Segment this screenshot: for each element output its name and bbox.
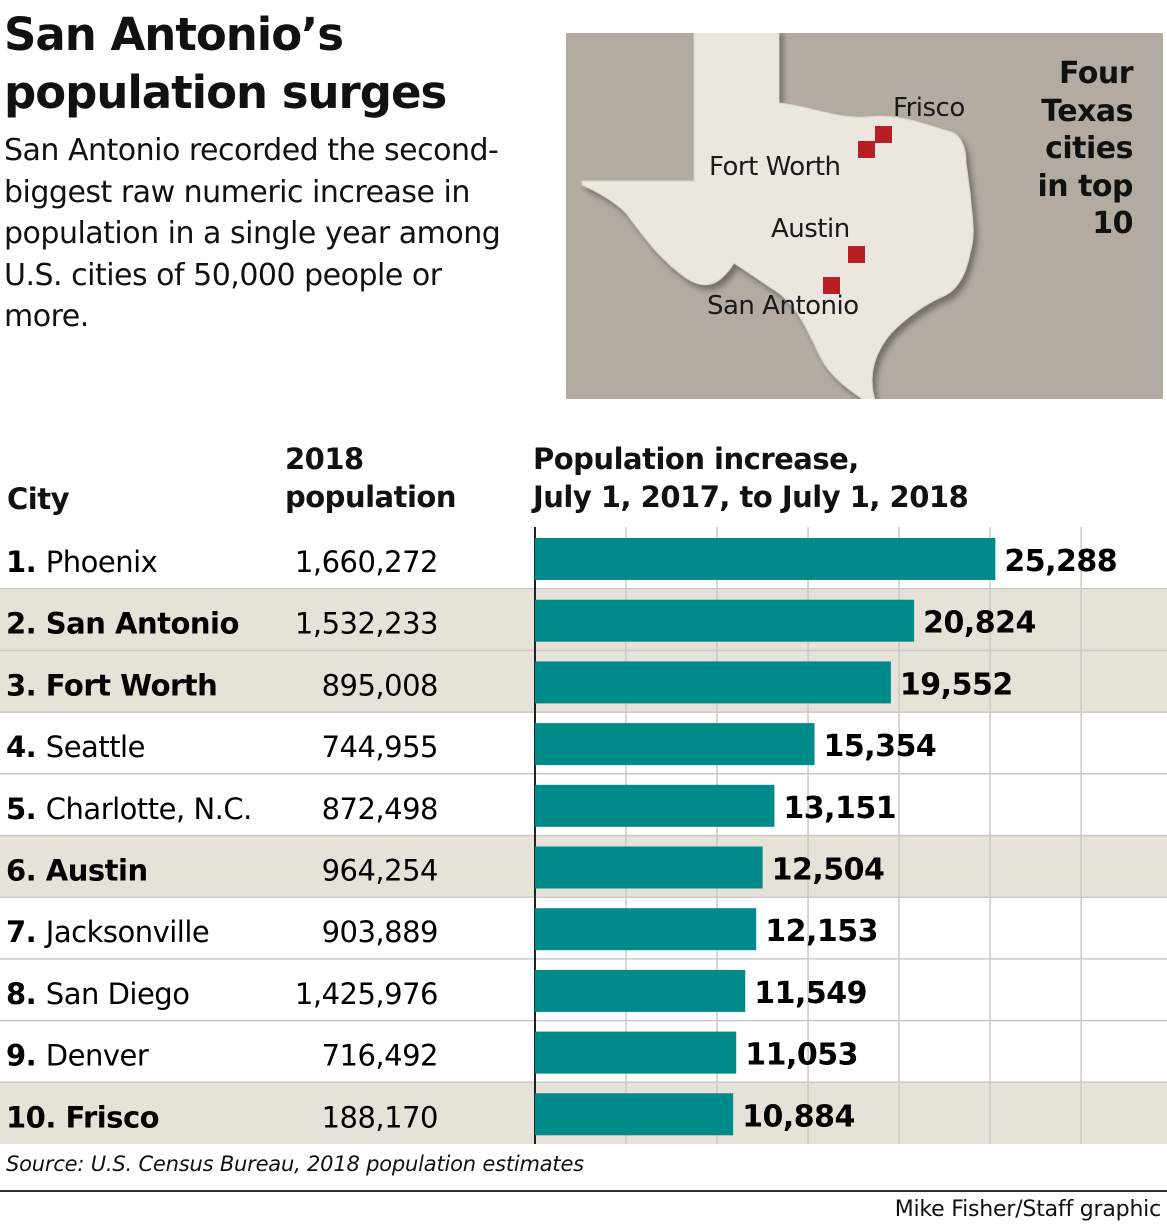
chart-title: San Antonio’s population surges xyxy=(4,6,447,122)
bar-value-label: 19,552 xyxy=(900,667,1013,702)
source-note: Source: U.S. Census Bureau, 2018 populat… xyxy=(6,1152,584,1176)
city-label: 8. San Diego xyxy=(6,977,189,1011)
caption-line: Four xyxy=(1058,56,1134,91)
bar-value-label: 15,354 xyxy=(824,729,937,764)
city-name: Seattle xyxy=(46,730,145,764)
fort-worth-label: Fort Worth xyxy=(709,152,841,182)
population-value: 872,498 xyxy=(322,792,438,826)
city-rank: 9. xyxy=(6,1039,46,1073)
city-label: 4. Seattle xyxy=(6,730,145,764)
bar-value-label: 10,884 xyxy=(742,1099,855,1134)
caption-line: cities xyxy=(1045,131,1133,166)
austin-label: Austin xyxy=(771,214,850,244)
footer-divider xyxy=(0,1190,1167,1192)
frisco-label: Frisco xyxy=(893,93,965,123)
san-antonio-label: San Antonio xyxy=(707,291,859,321)
city-label: 5. Charlotte, N.C. xyxy=(6,792,252,826)
city-label: 10. Frisco xyxy=(6,1100,159,1134)
title-line-2: population surges xyxy=(4,66,447,119)
bar xyxy=(535,1031,737,1074)
bar-value-label: 11,053 xyxy=(745,1038,858,1073)
population-value: 1,532,233 xyxy=(295,607,438,641)
austin-marker xyxy=(848,246,865,263)
population-value: 188,170 xyxy=(322,1100,438,1134)
population-column-header: 2018 population xyxy=(285,440,456,516)
bar-value-label: 13,151 xyxy=(783,791,896,826)
population-value: 1,660,272 xyxy=(295,545,438,579)
bar-value-label: 20,824 xyxy=(923,606,1036,641)
city-rank: 5. xyxy=(6,792,46,826)
population-value: 903,889 xyxy=(322,915,438,949)
caption-line: 10 xyxy=(1092,206,1133,241)
city-column-header: City xyxy=(7,482,70,516)
city-name: Austin xyxy=(46,854,148,888)
population-increase-chart: 25,288 1. Phoenix 1,660,272 20,824 2. San An… xyxy=(0,527,1167,1144)
city-label: 7. Jacksonville xyxy=(6,915,209,949)
population-header-line-1: 2018 xyxy=(285,442,364,476)
bar xyxy=(535,908,757,951)
bar-value-label: 12,504 xyxy=(772,853,885,888)
bar xyxy=(535,599,915,642)
population-header-line-2: population xyxy=(285,480,456,514)
city-rank: 8. xyxy=(6,977,46,1011)
bar xyxy=(535,969,746,1012)
increase-header-line-2: July 1, 2017, to July 1, 2018 xyxy=(533,480,969,514)
city-name: San Antonio xyxy=(46,607,239,641)
population-value: 964,254 xyxy=(322,854,438,888)
texas-map-graphic xyxy=(581,33,974,399)
bar-value-label: 25,288 xyxy=(1004,544,1117,579)
population-value: 1,425,976 xyxy=(295,977,438,1011)
city-rank: 1. xyxy=(6,545,46,579)
city-rank: 6. xyxy=(6,854,46,888)
texas-state-shape xyxy=(581,33,974,399)
city-name: Fort Worth xyxy=(46,668,218,702)
population-value: 895,008 xyxy=(322,668,438,702)
city-label: 3. Fort Worth xyxy=(6,668,217,702)
bar xyxy=(535,538,996,580)
bar xyxy=(535,661,891,704)
caption-line: Texas xyxy=(1041,93,1133,129)
bar xyxy=(535,723,815,766)
city-name: Jacksonville xyxy=(44,915,209,949)
city-name: Phoenix xyxy=(46,545,158,579)
title-line-1: San Antonio’s xyxy=(4,8,344,61)
city-label: 6. Austin xyxy=(6,854,148,888)
increase-header-line-1: Population increase, xyxy=(533,442,859,476)
city-name: San Diego xyxy=(46,977,190,1011)
bar xyxy=(535,846,763,889)
population-value: 744,955 xyxy=(322,730,438,764)
caption-line: in top xyxy=(1037,168,1133,204)
bar-value-label: 11,549 xyxy=(754,976,867,1011)
chart-subtitle: San Antonio recorded the second-biggest … xyxy=(4,133,501,334)
city-label: 9. Denver xyxy=(6,1039,149,1073)
frisco-marker xyxy=(875,126,892,143)
bar-value-label: 12,153 xyxy=(765,914,878,949)
city-name: Frisco xyxy=(65,1100,159,1134)
city-rank: 10. xyxy=(6,1100,65,1134)
bar xyxy=(535,784,775,827)
bar xyxy=(535,1093,734,1136)
city-name: Denver xyxy=(46,1039,149,1073)
city-name: Charlotte, N.C. xyxy=(46,792,252,826)
increase-column-header: Population increase, July 1, 2017, to Ju… xyxy=(533,440,969,516)
city-rank: 3. xyxy=(6,668,46,702)
texas-map: Frisco Fort Worth Austin San Antonio Fou… xyxy=(566,33,1163,399)
san-antonio-marker xyxy=(823,277,840,294)
fort-worth-marker xyxy=(858,141,875,158)
city-rank: 4. xyxy=(6,730,46,764)
city-label: 2. San Antonio xyxy=(6,607,239,641)
city-rank: 2. xyxy=(6,607,46,641)
city-label: 1. Phoenix xyxy=(6,545,158,579)
population-value: 716,492 xyxy=(322,1039,438,1073)
city-rank: 7. xyxy=(6,915,46,949)
map-caption: Four Texas cities in top 10 xyxy=(1037,55,1133,243)
graphic-credit: Mike Fisher/Staff graphic xyxy=(894,1197,1162,1222)
